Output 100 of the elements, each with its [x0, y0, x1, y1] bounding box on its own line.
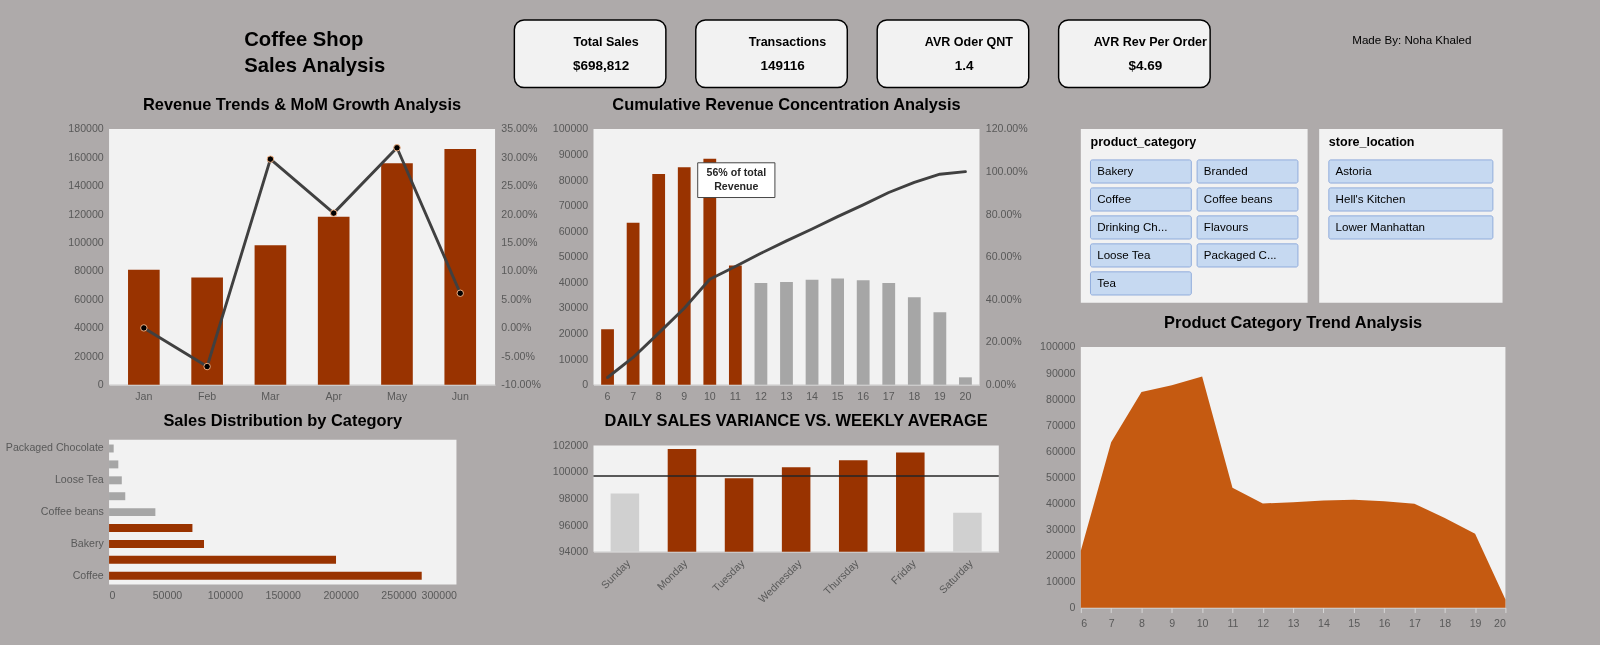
- x-tick-label: 11: [729, 389, 741, 402]
- y2-tick-label: 25.00%: [501, 179, 538, 192]
- y-tick-label: Coffee: [72, 568, 104, 581]
- y2-tick-label: 20.00%: [501, 207, 538, 220]
- y2-tick-label: -5.00%: [501, 349, 536, 362]
- category-label: Flavours: [1203, 221, 1249, 234]
- data-label: 1.4: [954, 58, 974, 74]
- y-tick-label: 90000: [558, 147, 589, 160]
- text: Coffee Shop Sales Analysis: [244, 28, 386, 77]
- x-tick-label: 17: [1409, 617, 1421, 630]
- bar: [109, 492, 126, 501]
- category-label: AVR Rev Per Order: [1093, 35, 1208, 50]
- x-tick-label: 16: [857, 389, 870, 402]
- chart-title: Revenue Trends & MoM Growth Analysis: [142, 94, 462, 113]
- annotation: 56% of total Revenue: [706, 166, 767, 192]
- y-tick-label: 70000: [558, 199, 589, 212]
- category-label: Hell's Kitchen: [1335, 193, 1406, 206]
- category-label: AVR Oder QNT: [924, 35, 1014, 50]
- y-tick-label: 40000: [74, 321, 104, 334]
- x-tick-label: 12: [755, 389, 767, 402]
- data-label: $698,812: [573, 58, 630, 74]
- x-tick-label: 11: [1227, 617, 1239, 630]
- y-tick-label: 10000: [558, 352, 589, 365]
- x-tick-label: 16: [1378, 617, 1391, 630]
- bar: [882, 282, 896, 385]
- y-tick-label: 0: [582, 378, 589, 391]
- bar: [254, 245, 287, 385]
- category-label: Astoria: [1335, 165, 1373, 178]
- category-label: Coffee: [1097, 193, 1132, 206]
- x-tick-label: 19: [933, 389, 946, 402]
- bar: [191, 277, 223, 385]
- y2-tick-label: 5.00%: [501, 292, 532, 305]
- line-series: [606, 170, 967, 379]
- text: store_location: [1328, 135, 1415, 150]
- chart-title: Cumulative Revenue Concentration Analysis: [612, 94, 961, 113]
- x-tick-label: 13: [780, 389, 793, 402]
- category-label: Loose Tea: [1097, 249, 1152, 262]
- bar: [381, 163, 413, 385]
- x-tick-label: May: [386, 389, 408, 402]
- y-tick-label: 102000: [552, 438, 589, 451]
- x-tick-label: 14: [806, 389, 819, 402]
- x-tick-label: 19: [1469, 617, 1482, 630]
- bar: [109, 539, 204, 548]
- bar: [109, 524, 193, 533]
- chart-title: DAILY SALES VARIANCE VS. WEEKLY AVERAGE: [604, 411, 988, 430]
- y-tick-label: 40000: [1046, 496, 1076, 509]
- y2-tick-label: 120.00%: [985, 122, 1029, 135]
- x-tick-label: 50000: [152, 589, 183, 602]
- y2-tick-label: 40.00%: [985, 292, 1023, 305]
- y2-tick-label: 100.00%: [985, 165, 1029, 178]
- y-tick-label: 0: [1069, 601, 1076, 614]
- y-tick-label: 100000: [552, 465, 589, 478]
- bar: [444, 148, 477, 385]
- data-label: 149116: [760, 58, 806, 74]
- bar: [109, 476, 122, 485]
- x-tick-label: 10: [1196, 617, 1209, 630]
- bar: [907, 297, 921, 385]
- x-tick-label: 150000: [265, 589, 302, 602]
- x-tick-label: 7: [1108, 617, 1115, 630]
- y-tick-label: Packaged Chocolate: [5, 441, 104, 454]
- y-tick-label: 100000: [68, 236, 104, 249]
- bar: [626, 222, 640, 385]
- y-tick-label: 80000: [74, 264, 104, 277]
- x-tick-label: 8: [655, 389, 662, 402]
- x-tick-label: 300000: [421, 589, 458, 602]
- y2-tick-label: 10.00%: [501, 264, 538, 277]
- y-tick-label: 180000: [68, 122, 104, 135]
- category-label: Bakery: [1097, 165, 1134, 178]
- x-tick-label: 15: [831, 389, 844, 402]
- bar: [933, 312, 947, 385]
- x-tick-label: 20: [959, 389, 972, 402]
- y-tick-label: 30000: [1046, 522, 1076, 535]
- y2-tick-label: 0.00%: [985, 378, 1017, 391]
- bar: [317, 216, 350, 385]
- x-tick-label: 20: [1494, 617, 1506, 630]
- category-label: Lower Manhattan: [1335, 221, 1426, 234]
- y-tick-label: Loose Tea: [54, 473, 104, 486]
- bar: [109, 508, 156, 517]
- x-tick-label: 17: [882, 389, 895, 402]
- x-tick-label: Apr: [325, 389, 343, 402]
- bar: [652, 174, 666, 385]
- y-tick-label: 90000: [1046, 366, 1076, 379]
- x-tick-label: Feb: [197, 389, 217, 402]
- category-label: Total Sales: [573, 35, 639, 50]
- x-tick-label: 100000: [207, 589, 244, 602]
- y-tick-label: 50000: [558, 250, 589, 263]
- y2-tick-label: 0.00%: [501, 321, 532, 334]
- y-tick-label: 50000: [1046, 470, 1076, 483]
- x-tick-label: 6: [1081, 617, 1088, 630]
- y-tick-label: Coffee beans: [40, 505, 104, 518]
- chart-title: Product Category Trend Analysis: [1164, 312, 1423, 331]
- y-tick-label: 120000: [68, 207, 104, 220]
- x-tick-label: 9: [1169, 617, 1176, 630]
- y-tick-label: 98000: [558, 491, 589, 504]
- x-tick-label: 18: [908, 389, 921, 402]
- y-tick-label: 140000: [68, 179, 104, 192]
- bar: [677, 167, 691, 385]
- y-tick-label: 20000: [558, 326, 589, 339]
- y-tick-label: 96000: [558, 518, 589, 531]
- category-label: Drinking Ch...: [1097, 221, 1168, 234]
